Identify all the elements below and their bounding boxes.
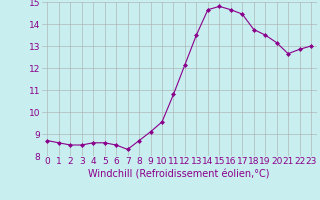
X-axis label: Windchill (Refroidissement éolien,°C): Windchill (Refroidissement éolien,°C) <box>88 169 270 179</box>
